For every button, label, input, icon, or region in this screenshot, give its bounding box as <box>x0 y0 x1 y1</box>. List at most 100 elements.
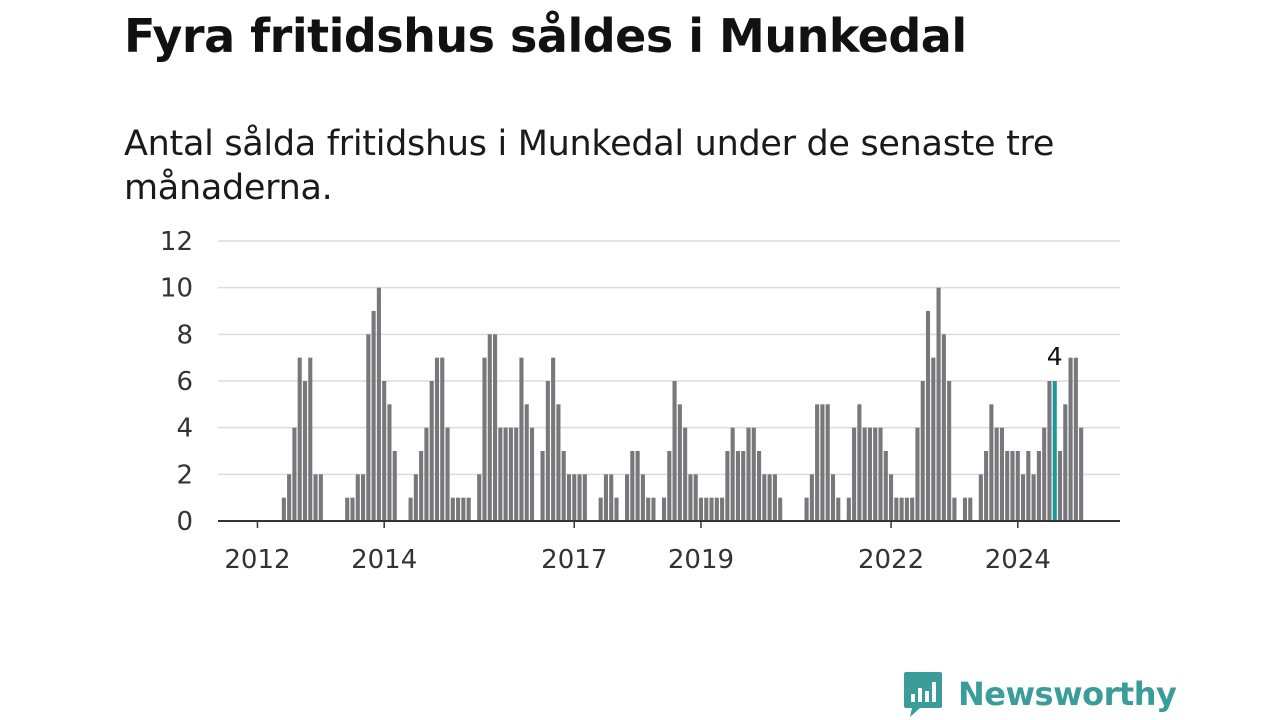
grid-lines <box>218 240 1120 476</box>
bar-chart: 0 2 4 6 8 10 12 2012 2014 2017 2019 2022 2024 4 <box>160 227 1120 575</box>
bar <box>313 474 318 521</box>
bar <box>714 497 719 521</box>
bar <box>519 357 524 521</box>
bar <box>984 451 989 521</box>
bar <box>704 497 709 521</box>
y-tick-label: 12 <box>160 227 193 257</box>
y-tick-label: 6 <box>176 367 193 397</box>
bar <box>677 404 682 521</box>
x-tick-label: 2024 <box>985 545 1051 575</box>
bar <box>577 474 582 521</box>
bar <box>318 474 323 521</box>
bar <box>651 497 656 521</box>
bar <box>461 497 466 521</box>
bar <box>693 474 698 521</box>
bar <box>540 451 545 521</box>
bar <box>941 334 946 521</box>
highlight-value-label: 4 <box>1047 342 1063 371</box>
bar <box>735 451 740 521</box>
x-axis: 2012 2014 2017 2019 2022 2024 <box>218 520 1120 575</box>
bar <box>741 451 746 521</box>
bar <box>529 427 535 521</box>
chart-title: Fyra fritidshus såldes i Munkedal <box>124 9 967 63</box>
bar <box>904 497 909 521</box>
bar <box>688 474 693 521</box>
logo-text: Newsworthy <box>958 675 1177 713</box>
bar <box>1031 474 1036 521</box>
bar <box>551 357 556 521</box>
bar <box>387 404 392 521</box>
bar <box>1068 357 1073 521</box>
bar <box>915 427 920 521</box>
bar <box>1047 381 1052 521</box>
bar <box>962 497 968 521</box>
bar <box>667 451 672 521</box>
bar <box>1015 451 1020 521</box>
bar <box>862 427 867 521</box>
bar <box>746 427 751 521</box>
bar <box>698 497 704 521</box>
bar <box>450 497 455 521</box>
bar <box>767 474 772 521</box>
x-tick-label: 2014 <box>351 545 417 575</box>
bar <box>503 427 508 521</box>
bar <box>846 497 851 521</box>
bar <box>419 451 424 521</box>
y-tick-label: 4 <box>176 414 193 444</box>
bar <box>556 404 561 521</box>
bar <box>894 497 899 521</box>
y-tick-label: 10 <box>160 274 193 304</box>
bar <box>947 381 952 521</box>
bar <box>302 381 308 521</box>
bar <box>1005 451 1010 521</box>
data-labels: 4 <box>1044 339 1066 374</box>
bar <box>820 404 825 521</box>
bar <box>815 404 820 521</box>
bar <box>297 357 302 521</box>
bar <box>498 427 503 521</box>
bar <box>1010 451 1015 521</box>
bar <box>598 497 603 521</box>
bar-highlight <box>1052 381 1057 521</box>
bar <box>424 427 429 521</box>
bar <box>809 474 814 521</box>
bar <box>646 497 651 521</box>
x-tick-label: 2012 <box>224 545 290 575</box>
bar <box>889 474 894 521</box>
bar <box>720 497 725 521</box>
bar <box>582 474 587 521</box>
bar <box>661 497 667 521</box>
y-tick-label: 8 <box>176 320 193 350</box>
bar <box>487 334 492 521</box>
bar <box>482 357 487 521</box>
bar <box>825 404 830 521</box>
bar <box>625 474 630 521</box>
bar <box>630 451 635 521</box>
bar <box>366 334 371 521</box>
y-tick-label: 0 <box>176 507 193 537</box>
bar <box>493 334 498 521</box>
bar <box>345 497 350 521</box>
bar <box>429 381 434 521</box>
bar <box>287 474 292 521</box>
bar <box>355 474 360 521</box>
bar <box>392 451 397 521</box>
bar <box>925 311 931 521</box>
bars <box>281 287 1084 521</box>
bar <box>572 474 577 521</box>
bar <box>477 474 482 521</box>
bar <box>1026 451 1031 521</box>
bar <box>413 474 418 521</box>
bar <box>545 381 550 521</box>
bar <box>952 497 957 521</box>
bar <box>508 427 513 521</box>
bar <box>308 357 313 521</box>
bar <box>408 497 413 521</box>
y-axis-ticks: 0 2 4 6 8 10 12 <box>160 227 193 537</box>
bar <box>751 427 756 521</box>
bar <box>978 474 983 521</box>
chart-subtitle: Antal sålda fritidshus i Munkedal under … <box>124 124 1055 208</box>
bar <box>371 311 376 521</box>
bar <box>434 357 440 521</box>
bar <box>635 451 640 521</box>
